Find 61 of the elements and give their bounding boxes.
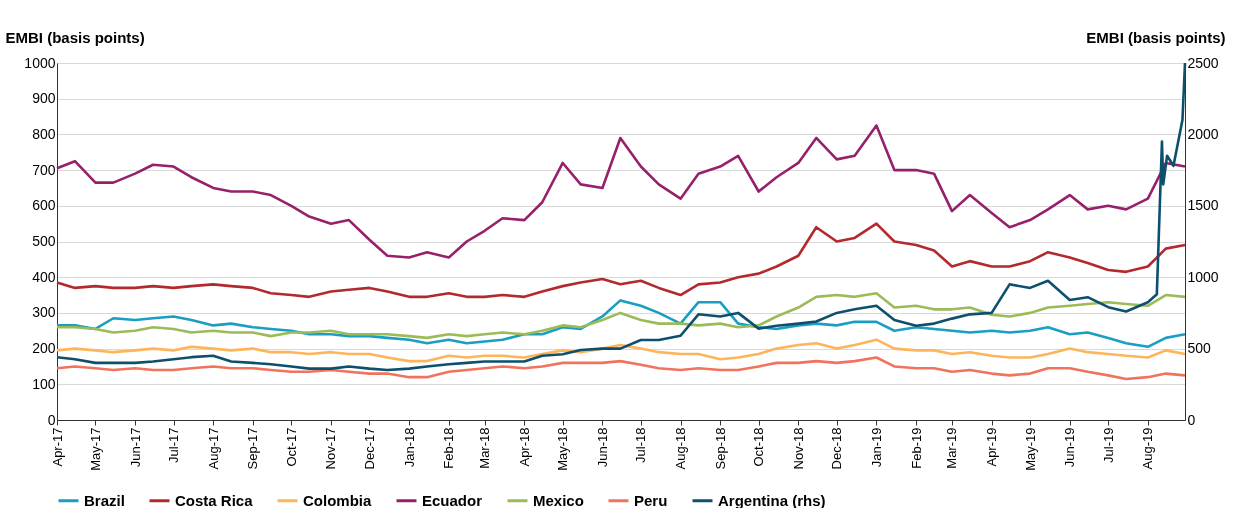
x-tick-label: Jan-19 xyxy=(868,427,884,468)
y2-tick-label: 1500 xyxy=(1187,197,1219,214)
legend-label: Costa Rica xyxy=(175,491,254,508)
y2-tick-label: 0 xyxy=(1187,411,1196,428)
y2-tick-label: 1000 xyxy=(1187,268,1219,285)
line-series xyxy=(55,299,1187,349)
x-tick-label: Mar-18 xyxy=(477,427,493,469)
x-tick-label: May-17 xyxy=(87,427,103,471)
x-tick-label: Jul-18 xyxy=(633,427,649,463)
line-series xyxy=(55,124,1187,259)
x-tick-label: Jun-17 xyxy=(127,427,143,468)
x-tick-label: Dec-18 xyxy=(829,427,845,470)
x-tick-label: Dec-17 xyxy=(361,427,377,470)
x-tick-label: Aug-18 xyxy=(673,427,689,470)
y-axis-title: EMBI (basis points) xyxy=(5,28,145,46)
y-tick-label: 200 xyxy=(32,340,56,357)
legend-label: Brazil xyxy=(84,491,125,508)
line-series xyxy=(55,338,1187,363)
y-tick-label: 1000 xyxy=(24,54,56,71)
line-series xyxy=(55,61,1187,372)
legend-label: Peru xyxy=(634,491,668,508)
x-tick-label: Jun-19 xyxy=(1062,427,1078,468)
x-tick-label: Jan-18 xyxy=(401,427,417,468)
y-tick-label: 100 xyxy=(32,375,56,392)
x-tick-label: Feb-18 xyxy=(441,427,457,469)
y-tick-label: 900 xyxy=(32,90,56,107)
x-tick-label: Nov-18 xyxy=(790,427,806,470)
y-tick-label: 500 xyxy=(32,233,56,249)
y2-axis-title: EMBI (basis points) xyxy=(1086,28,1226,46)
x-tick-label: Feb-19 xyxy=(908,427,924,469)
legend-label: Colombia xyxy=(303,491,372,508)
y2-tick-label: 2500 xyxy=(1187,54,1219,71)
x-tick-label: Jul-19 xyxy=(1100,427,1116,463)
x-tick-label: Jul-17 xyxy=(166,427,182,463)
y2-tick-label: 500 xyxy=(1187,340,1212,357)
y-tick-label: 800 xyxy=(32,125,56,142)
x-tick-label: Sep-18 xyxy=(712,427,728,470)
x-tick-label: Jun-18 xyxy=(594,427,610,468)
y2-tick-label: 2000 xyxy=(1187,125,1219,142)
x-tick-label: May-18 xyxy=(555,427,571,471)
y-tick-label: 400 xyxy=(32,268,56,285)
x-tick-label: Apr-19 xyxy=(984,427,1000,467)
y-tick-label: 300 xyxy=(32,304,56,321)
x-tick-label: Sep-17 xyxy=(245,427,261,470)
x-tick-label: Apr-17 xyxy=(49,427,65,467)
y-tick-label: 700 xyxy=(32,161,56,178)
y-tick-label: 600 xyxy=(32,197,56,214)
x-tick-label: May-19 xyxy=(1022,427,1038,471)
x-tick-label: Oct-17 xyxy=(283,427,299,467)
x-tick-label: Oct-18 xyxy=(751,427,767,467)
line-series xyxy=(55,291,1187,340)
line-series xyxy=(55,356,1187,381)
y-tick-label: 0 xyxy=(47,411,56,428)
x-tick-label: Nov-17 xyxy=(323,427,339,470)
x-tick-label: Aug-19 xyxy=(1140,427,1156,470)
legend-label: Ecuador xyxy=(422,491,483,508)
line-series xyxy=(55,222,1187,299)
x-tick-label: Apr-18 xyxy=(516,427,532,467)
legend-label: Mexico xyxy=(533,491,584,508)
x-tick-label: Aug-17 xyxy=(205,427,221,470)
x-tick-label: Mar-19 xyxy=(944,427,960,469)
